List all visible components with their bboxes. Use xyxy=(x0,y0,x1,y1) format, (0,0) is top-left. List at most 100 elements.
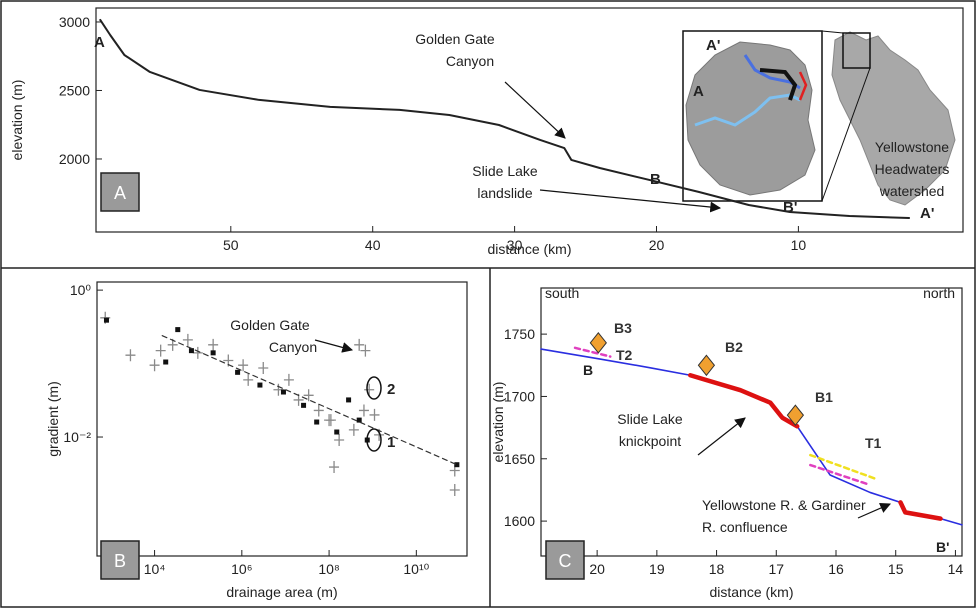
point xyxy=(257,383,262,388)
annotation: B xyxy=(650,171,661,188)
annotation: Canyon xyxy=(269,339,317,355)
line xyxy=(810,465,870,485)
annotation: Golden Gate xyxy=(230,317,310,333)
line xyxy=(900,502,940,518)
annotation: 2 xyxy=(387,381,395,398)
annotation: A' xyxy=(706,37,720,54)
point xyxy=(193,347,203,359)
x-tick-label: 14 xyxy=(948,561,964,577)
annotation: north xyxy=(923,285,955,301)
annotation: Yellowstone xyxy=(875,139,949,155)
annotation: A' xyxy=(920,205,934,222)
point xyxy=(150,359,160,371)
inset-connector xyxy=(822,31,843,33)
y-tick-label: 10⁰ xyxy=(70,282,92,298)
point xyxy=(156,345,166,357)
x-tick-label: 16 xyxy=(828,561,844,577)
annotation: T2 xyxy=(616,347,633,363)
point xyxy=(590,333,606,353)
annotation: B xyxy=(583,362,593,378)
point xyxy=(370,409,380,421)
annotation: B3 xyxy=(614,320,632,336)
annotation: knickpoint xyxy=(619,433,681,449)
point xyxy=(698,355,714,375)
annotation: Headwaters xyxy=(875,161,950,177)
point xyxy=(454,462,459,467)
panel-label: C xyxy=(559,551,572,571)
x-axis-label: distance (km) xyxy=(487,241,571,257)
plot-frame xyxy=(541,288,962,556)
y-tick-label: 3000 xyxy=(59,14,90,30)
annotation: B' xyxy=(936,539,949,555)
point xyxy=(359,404,369,416)
y-tick-label: 2500 xyxy=(59,82,90,98)
figure: 5040302010200025003000distance (km)eleva… xyxy=(0,0,977,609)
x-axis-label: drainage area (m) xyxy=(226,584,337,600)
point xyxy=(211,350,216,355)
y-tick-label: 2000 xyxy=(59,151,90,167)
point xyxy=(125,349,135,361)
x-tick-label: 10⁴ xyxy=(144,561,166,577)
point xyxy=(329,461,339,473)
point xyxy=(281,390,286,395)
point xyxy=(235,370,240,375)
watershed-map xyxy=(832,32,955,205)
annotation: south xyxy=(545,285,579,301)
annotation: Canyon xyxy=(446,53,494,69)
panel-label: A xyxy=(114,183,126,203)
panel: 201918171615141600165017001750distance (… xyxy=(490,288,963,600)
point xyxy=(360,345,370,357)
point xyxy=(334,434,344,446)
annotation: A xyxy=(693,83,704,100)
point xyxy=(208,339,218,351)
y-tick-label: 1700 xyxy=(504,388,535,404)
x-tick-label: 15 xyxy=(888,561,904,577)
point xyxy=(243,374,253,386)
x-tick-label: 18 xyxy=(709,561,725,577)
point xyxy=(104,318,109,323)
y-axis-label: elevation (m) xyxy=(490,382,506,463)
line xyxy=(162,336,457,465)
annotation: B1 xyxy=(815,389,833,405)
arrow xyxy=(315,340,352,350)
point xyxy=(163,360,168,365)
x-tick-label: 20 xyxy=(649,237,665,253)
point xyxy=(349,424,359,436)
annotation: B2 xyxy=(725,339,743,355)
annotation: R. confluence xyxy=(702,519,788,535)
x-tick-label: 17 xyxy=(768,561,784,577)
annotation: A xyxy=(94,34,105,51)
point xyxy=(346,397,351,402)
x-tick-label: 20 xyxy=(589,561,605,577)
point xyxy=(183,334,193,346)
x-tick-label: 10⁸ xyxy=(318,561,340,577)
y-tick-label: 1750 xyxy=(504,326,535,342)
annotation: 1 xyxy=(387,434,395,451)
y-axis-label: gradient (m) xyxy=(45,381,61,456)
point xyxy=(304,389,314,401)
point xyxy=(364,384,374,396)
point xyxy=(334,430,339,435)
point xyxy=(258,362,268,374)
x-tick-label: 50 xyxy=(223,237,239,253)
x-tick-label: 40 xyxy=(365,237,381,253)
y-tick-label: 10⁻² xyxy=(63,429,91,445)
panel-label: B xyxy=(114,551,126,571)
point xyxy=(354,339,364,351)
annotation: B' xyxy=(783,199,797,216)
point xyxy=(314,420,319,425)
point xyxy=(175,327,180,332)
point xyxy=(357,418,362,423)
x-tick-label: 10⁶ xyxy=(231,561,252,577)
y-axis-label: elevation (m) xyxy=(9,80,25,161)
figure-border xyxy=(1,1,975,607)
annotation: watershed xyxy=(879,183,945,199)
line xyxy=(810,455,875,479)
annotation: Slide Lake xyxy=(617,411,683,427)
point xyxy=(326,414,336,426)
annotation: Golden Gate xyxy=(415,31,495,47)
x-tick-label: 10¹⁰ xyxy=(403,561,429,577)
y-tick-label: 1600 xyxy=(504,513,535,529)
annotation: T1 xyxy=(865,435,882,451)
point xyxy=(284,374,294,386)
